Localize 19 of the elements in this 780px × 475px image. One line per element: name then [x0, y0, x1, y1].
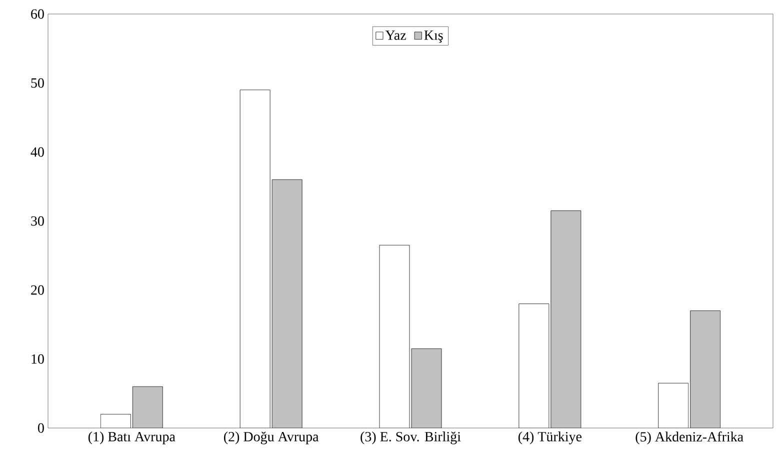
- y-tick-label: 50: [31, 78, 44, 88]
- x-tick-label: (3) E. Sov. Birliği: [360, 432, 461, 444]
- x-tick-label: (1) Batı Avrupa: [88, 432, 176, 444]
- bar: [132, 386, 163, 428]
- bar: [411, 348, 442, 428]
- x-tick-label: (5) Akdeniz-Afrika: [636, 432, 744, 444]
- bar: [690, 310, 721, 428]
- y-tick-label: 40: [30, 147, 44, 157]
- legend-label: Yaz: [385, 30, 406, 40]
- y-tick-label: 30: [31, 216, 44, 226]
- y-tick-label: 10: [32, 354, 44, 364]
- bar: [550, 210, 582, 428]
- x-tick-label: (2) Doğu Avrupa: [224, 432, 319, 444]
- bar: [272, 179, 302, 428]
- x-tick-label: (4) Türkiye: [518, 432, 582, 444]
- legend-label: Kış: [424, 30, 443, 43]
- y-tick-label: 60: [31, 9, 44, 19]
- y-tick-label: 20: [31, 285, 44, 295]
- y-tick-label: 0: [38, 423, 44, 433]
